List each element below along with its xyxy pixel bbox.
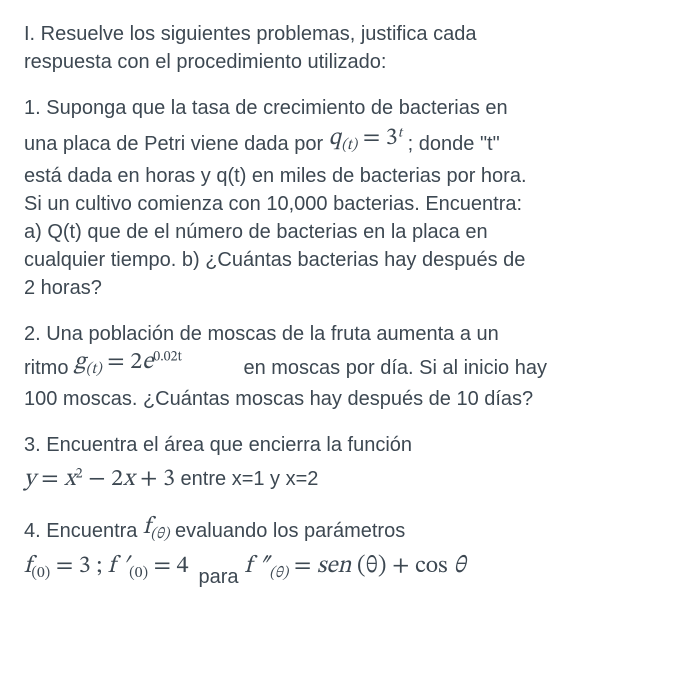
p1-l3: está dada en horas y q(t) en miles de ba… [24,165,527,187]
p3-x2b: x [64,467,76,491]
p2-eq-exp: 0.02t [153,350,182,364]
intro-line2: respuesta con el procedimiento utilizado… [24,51,386,73]
p2-eq-lhs: g [74,350,86,374]
p1-l6: cualquier tiempo. b) ¿Cuántas bacterias … [24,249,525,271]
p4-f0b: f ′ [108,554,129,578]
problem-1: 1. Suponga que la tasa de crecimiento de… [24,94,664,302]
p3-2: 2 [111,467,123,491]
p2-l2b: en moscas por día. Si al inicio hay [238,357,547,379]
p4-eq3: = [288,554,317,578]
problem-3: 3. Encuentra el área que encierra la fun… [24,431,664,497]
p3-x2e: 2 [76,468,83,482]
intro-line1: I. Resuelve los siguientes problemas, ju… [24,23,476,45]
p1-l4: Si un cultivo comienza con 10,000 bacter… [24,193,522,215]
p4-line2-right: f ″(θ) = sen (θ) + cos θ [245,550,466,584]
p4-arg2: θ [448,554,466,578]
p2-eq-eq: = [102,350,131,374]
p4-para-wrap: para [198,563,238,591]
p4-f0asub: (0) [31,565,50,581]
p4-para: para [198,566,238,588]
p2-eq-e: e [142,350,153,374]
p3-x: x [123,467,135,491]
p1-eq1-exp: t [398,126,402,140]
p1-l7: 2 horas? [24,277,102,299]
p3-y: y [24,467,36,491]
p1-eq1-lhs: q [329,126,342,150]
p3-p: + [135,467,164,491]
p1-eq1-base: 3 [386,126,398,150]
p3-l2b: entre x=1 y x=2 [175,468,318,490]
problem-4: 4. Encuentra f(θ) evaluando los parámetr… [24,515,664,584]
p2-l1: 2. Una población de moscas de la fruta a… [24,323,499,345]
p4-fth: f(θ) [143,511,170,545]
p4-eq1: = [50,554,79,578]
p2-l3: 100 moscas. ¿Cuántas moscas hay después … [24,388,533,410]
p1-l1: 1. Suponga que la tasa de crecimiento de… [24,97,508,119]
p4-line2-left: f(0) = 3 ; f ′(0) = 4 [24,550,188,584]
p4-v3: 3 [79,554,91,578]
p4-sep: ; [91,554,108,578]
p4-eq2: = [148,554,177,578]
p2-eq-coef: 2 [130,350,142,374]
problem-2: 2. Una población de moscas de la fruta a… [24,320,664,414]
p4-v4: 4 [177,554,189,578]
p2-l2a: ritmo [24,357,74,379]
p1-l5: a) Q(t) que de el número de bacterias en… [24,221,488,243]
p1-l2b: ; donde "t" [402,133,500,155]
p3-l1: 3. Encuentra el área que encierra la fun… [24,434,412,456]
p1-l2a: una placa de Petri viene dada por [24,133,329,155]
p4-plus: + [392,554,415,578]
p4-f0bsub: (0) [129,565,148,581]
p4-cos: cos [415,554,448,578]
p4-th1: (θ) [150,526,169,542]
section-header: I. Resuelve los siguientes problemas, ju… [24,20,664,76]
p2-eq: g(t) = 2e0.02t [74,346,182,380]
p4-l1b: evaluando los parámetros [170,520,406,542]
p4-arg1: (θ) [351,554,392,578]
p3-eqeq: = [36,467,65,491]
p4-l1a: 4. Encuentra [24,520,143,542]
p4-f2sub: (θ) [269,565,288,581]
p2-eq-sub: (t) [86,361,102,377]
p4-sen: sen [317,554,351,578]
p4-f2: f ″ [245,554,270,578]
p3-eq: y = x2 − 2x + 3 [24,463,175,497]
p1-eq1: q(t) = 3t [329,122,402,156]
p1-eq1-sub: (t) [341,137,357,153]
p1-eq1-eq: = [357,126,386,150]
p3-m: − [83,467,112,491]
p3-3: 3 [163,467,175,491]
